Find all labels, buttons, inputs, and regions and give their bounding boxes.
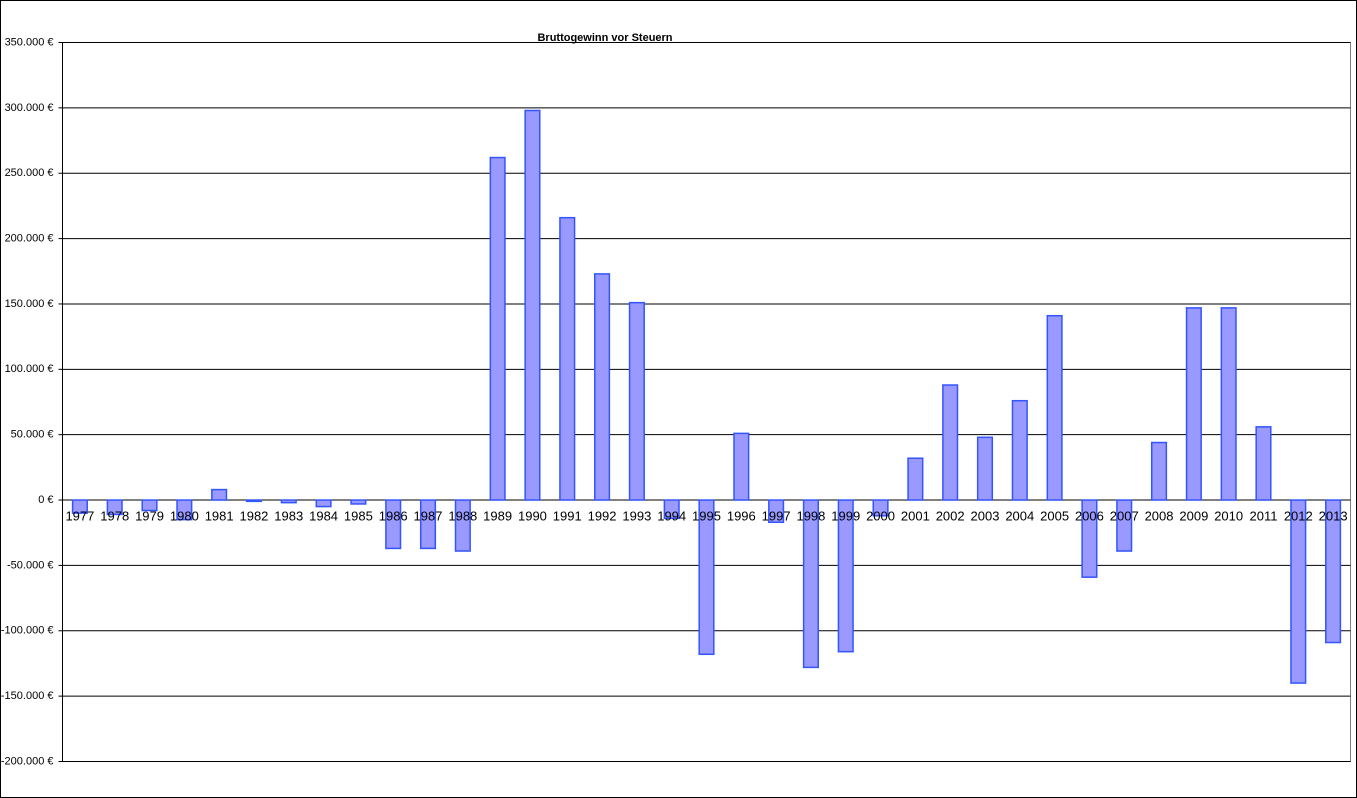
x-tick-label: 1993 [622, 508, 651, 523]
bar [1325, 499, 1342, 644]
x-tick-label: 2013 [1319, 508, 1348, 523]
x-tick-label: 1999 [831, 508, 860, 523]
x-tick-label: 2009 [1179, 508, 1208, 523]
x-tick-label: 1978 [100, 508, 129, 523]
y-tick-label: 0 € [38, 494, 53, 506]
bar [245, 499, 263, 503]
x-tick-label: 1987 [414, 508, 443, 523]
x-tick-label: 2002 [936, 508, 965, 523]
bar [524, 109, 541, 501]
y-tick-label: -100.000 € [1, 625, 54, 637]
bar [71, 499, 88, 514]
bar [1116, 499, 1133, 552]
bar [211, 488, 228, 501]
x-tick-label: 2010 [1214, 508, 1243, 523]
y-tick-label: 50.000 € [11, 429, 54, 441]
x-tick-label: 1982 [239, 508, 268, 523]
bar [141, 499, 158, 512]
x-tick-label: 1998 [796, 508, 825, 523]
bar [663, 499, 680, 520]
bar [1081, 499, 1098, 578]
bar [837, 499, 854, 653]
x-tick-label: 2011 [1249, 508, 1277, 523]
x-tick-label: 1991 [553, 508, 582, 523]
x-tick-label: 1989 [483, 508, 512, 523]
bar [976, 436, 994, 501]
x-tick-label: 1997 [762, 508, 791, 523]
y-tick-label: -150.000 € [1, 690, 54, 702]
x-tick-label: 2004 [1005, 508, 1034, 523]
bar [628, 301, 645, 501]
x-tick-label: 1988 [448, 508, 477, 523]
bar [1255, 426, 1272, 501]
x-tick-label: 2003 [971, 508, 1000, 523]
y-tick-label: 300.000 € [5, 102, 54, 114]
x-tick-label: 2012 [1284, 508, 1313, 523]
bar [594, 273, 611, 501]
bar [802, 499, 819, 669]
x-tick-label: 2001 [901, 508, 930, 523]
x-tick-label: 1990 [518, 508, 547, 523]
x-tick-label: 1985 [344, 508, 373, 523]
y-tick-label: 250.000 € [5, 167, 54, 179]
y-tick-label: -200.000 € [1, 755, 54, 767]
x-tick-label: 1995 [692, 508, 721, 523]
x-tick-label: 1983 [274, 508, 303, 523]
bar [1185, 307, 1202, 501]
bar [942, 384, 959, 501]
x-tick-label: 1986 [379, 508, 408, 523]
x-tick-label: 1979 [135, 508, 164, 523]
x-tick-label: 2006 [1075, 508, 1104, 523]
bar [1046, 314, 1063, 501]
y-tick-label: 100.000 € [5, 363, 54, 375]
bar [907, 457, 924, 501]
x-tick-label: 2000 [866, 508, 895, 523]
x-tick-label: 1977 [65, 508, 94, 523]
x-tick-label: 2005 [1040, 508, 1069, 523]
bar [280, 499, 297, 504]
x-tick-label: 1984 [309, 508, 338, 523]
y-tick-label: 150.000 € [5, 298, 54, 310]
bar [1150, 441, 1168, 501]
bar [454, 499, 471, 552]
bar [176, 499, 193, 521]
bar [106, 499, 123, 516]
x-tick-label: 1980 [170, 508, 199, 523]
bar [559, 216, 576, 501]
x-tick-label: 2007 [1110, 508, 1139, 523]
bar [315, 499, 332, 508]
bar [419, 499, 437, 550]
x-tick-label: 1992 [588, 508, 617, 523]
bar [872, 499, 889, 517]
bar [1220, 307, 1237, 501]
y-tick-label: 350.000 € [5, 36, 54, 48]
bar [350, 499, 367, 505]
x-tick-label: 1994 [657, 508, 686, 523]
y-tick-label: -50.000 € [7, 559, 53, 571]
x-tick-label: 1996 [727, 508, 756, 523]
x-tick-label: 1981 [205, 508, 234, 523]
y-tick-label: 200.000 € [5, 232, 54, 244]
bar [1011, 399, 1028, 501]
bar [698, 499, 715, 656]
bar [1290, 499, 1307, 684]
bar [768, 499, 785, 524]
chart-title: Bruttogewinn vor Steuern [537, 32, 672, 44]
bar [385, 499, 402, 550]
bar [733, 432, 750, 501]
x-tick-label: 2008 [1145, 508, 1174, 523]
bar [489, 156, 506, 501]
